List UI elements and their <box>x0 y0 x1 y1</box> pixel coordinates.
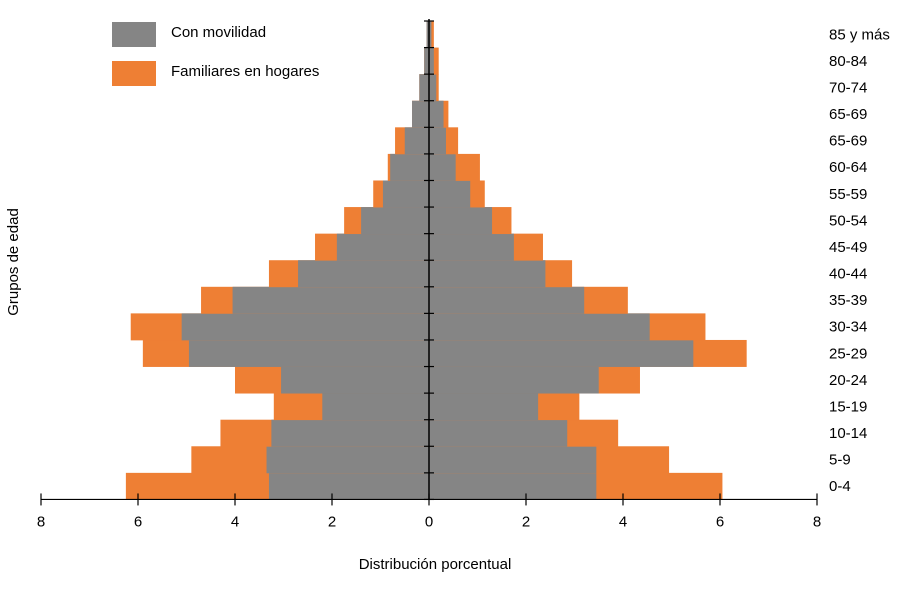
age-label-13: 65-69 <box>829 133 867 150</box>
age-label-9: 45-49 <box>829 239 867 256</box>
bar-movilidad-right-17 <box>429 21 432 48</box>
bar-movilidad-left-14 <box>412 100 429 128</box>
bar-movilidad-right-0 <box>429 472 597 500</box>
bar-movilidad-left-3 <box>322 393 429 421</box>
bar-movilidad-left-10 <box>361 207 429 235</box>
x-tick-label-3: 2 <box>328 513 336 530</box>
bar-movilidad-right-10 <box>429 207 493 235</box>
x-tick-label-7: 6 <box>716 513 724 530</box>
legend-label-familiares: Familiares en hogares <box>171 63 319 80</box>
bar-movilidad-right-13 <box>429 127 446 155</box>
age-label-15: 70-74 <box>829 79 867 96</box>
bar-movilidad-left-0 <box>268 472 429 500</box>
bar-movilidad-right-11 <box>429 180 471 208</box>
bars-layer <box>125 21 747 500</box>
age-label-14: 65-69 <box>829 106 867 123</box>
bar-movilidad-right-7 <box>429 286 585 314</box>
bar-movilidad-right-15 <box>429 74 437 102</box>
age-label-17: 85 y más <box>829 26 890 43</box>
age-label-11: 55-59 <box>829 186 867 203</box>
bar-movilidad-right-2 <box>429 419 568 447</box>
age-label-2: 10-14 <box>829 425 867 442</box>
x-tick-label-8: 8 <box>813 513 821 530</box>
age-label-10: 50-54 <box>829 212 867 229</box>
bar-movilidad-left-5 <box>188 339 429 367</box>
bar-movilidad-right-9 <box>429 233 514 261</box>
x-axis-title: Distribución porcentual <box>359 556 512 573</box>
bar-movilidad-right-12 <box>429 153 456 181</box>
labels-layer: 8 6 4 2 0 2 4 6 8 0-4 5-9 10-14 15-19 20-24 25-29 30-34… <box>37 26 890 530</box>
age-label-3: 15-19 <box>829 398 867 415</box>
age-label-1: 5-9 <box>829 452 851 469</box>
bar-movilidad-left-9 <box>336 233 429 261</box>
age-label-4: 20-24 <box>829 372 867 389</box>
bar-movilidad-right-16 <box>429 47 434 75</box>
bar-movilidad-left-2 <box>271 419 429 447</box>
age-label-7: 35-39 <box>829 292 867 309</box>
x-tick-label-4: 0 <box>425 513 433 530</box>
bar-movilidad-left-8 <box>298 260 429 288</box>
age-label-6: 30-34 <box>829 319 867 336</box>
bar-movilidad-left-16 <box>424 47 429 75</box>
bar-movilidad-left-1 <box>266 446 429 474</box>
bar-movilidad-left-17 <box>426 21 429 48</box>
legend: Con movilidad Familiares en hogares <box>112 22 319 86</box>
x-tick-label-2: 4 <box>231 513 239 530</box>
bar-movilidad-left-13 <box>404 127 429 155</box>
legend-label-movilidad: Con movilidad <box>171 24 266 41</box>
bar-movilidad-right-6 <box>429 313 650 341</box>
age-label-12: 60-64 <box>829 159 867 176</box>
bar-movilidad-left-12 <box>390 153 429 181</box>
bar-movilidad-left-11 <box>382 180 429 208</box>
x-tick-label-5: 2 <box>522 513 530 530</box>
age-label-0: 0-4 <box>829 478 851 495</box>
x-tick-label-0: 8 <box>37 513 45 530</box>
x-tick-label-6: 4 <box>619 513 627 530</box>
bar-movilidad-left-6 <box>181 313 429 341</box>
bar-movilidad-right-8 <box>429 260 546 288</box>
legend-swatch-movilidad <box>112 22 156 47</box>
bar-movilidad-left-15 <box>419 74 429 102</box>
bar-movilidad-right-1 <box>429 446 597 474</box>
age-label-5: 25-29 <box>829 345 867 362</box>
bar-movilidad-right-3 <box>429 393 539 421</box>
bar-movilidad-right-14 <box>429 100 444 128</box>
bar-movilidad-right-5 <box>429 339 694 367</box>
legend-swatch-familiares <box>112 61 156 86</box>
y-axis-title: Grupos de edad <box>5 208 22 316</box>
bar-movilidad-right-4 <box>429 366 599 394</box>
age-label-16: 80-84 <box>829 53 867 70</box>
axes-layer <box>40 19 818 506</box>
age-label-8: 40-44 <box>829 266 867 283</box>
bar-movilidad-left-7 <box>232 286 429 314</box>
x-tick-label-1: 6 <box>134 513 142 530</box>
bar-movilidad-left-4 <box>281 366 429 394</box>
